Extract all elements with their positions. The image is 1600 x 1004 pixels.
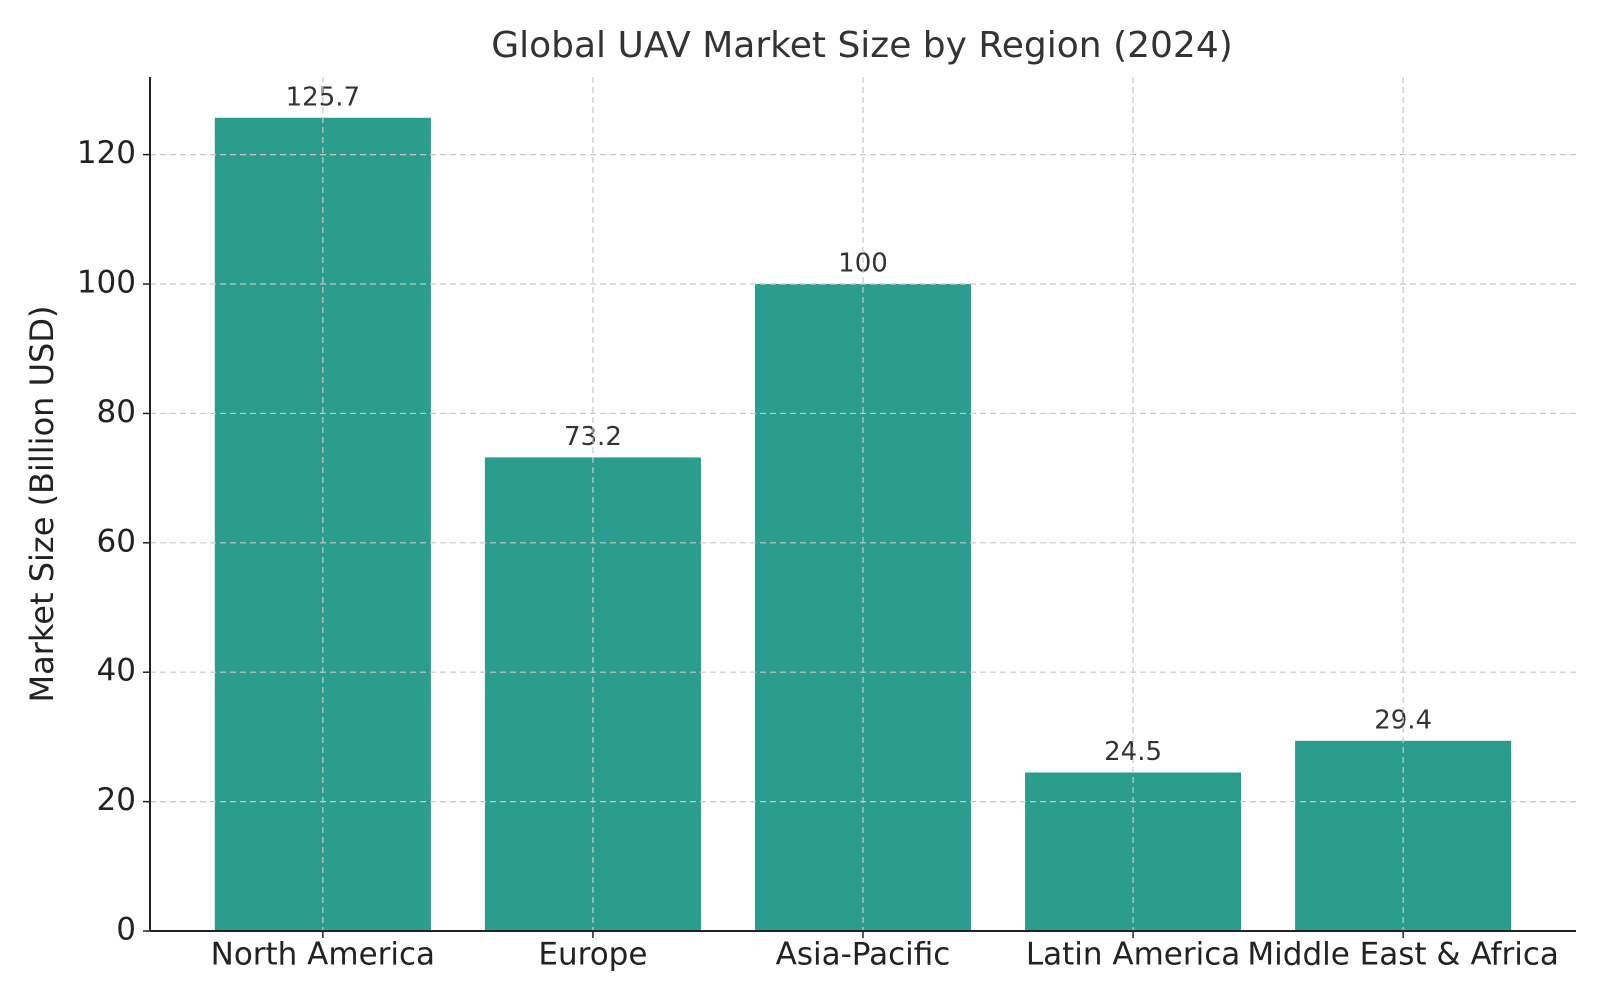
y-tick-label: 100 [77,265,136,301]
x-tick-label: North America [211,937,435,973]
chart-title: Global UAV Market Size by Region (2024) [491,25,1233,66]
value-label: 100 [838,249,888,279]
value-label: 73.2 [564,422,622,452]
x-tick-label: Asia-Pacific [776,937,951,973]
y-tick-label: 0 [116,912,136,948]
y-tick-label: 40 [97,653,136,689]
bar [214,117,431,931]
x-tick-label: Middle East & Africa [1247,937,1558,973]
y-tick-label: 120 [77,135,136,171]
x-tick-label: Europe [538,937,647,973]
y-axis-label: Market Size (Billion USD) [23,306,61,703]
y-tick-label: 20 [97,782,136,818]
y-tick-label: 60 [97,523,136,559]
x-tick-label: Latin America [1026,937,1240,973]
y-tick-label: 80 [97,394,136,430]
